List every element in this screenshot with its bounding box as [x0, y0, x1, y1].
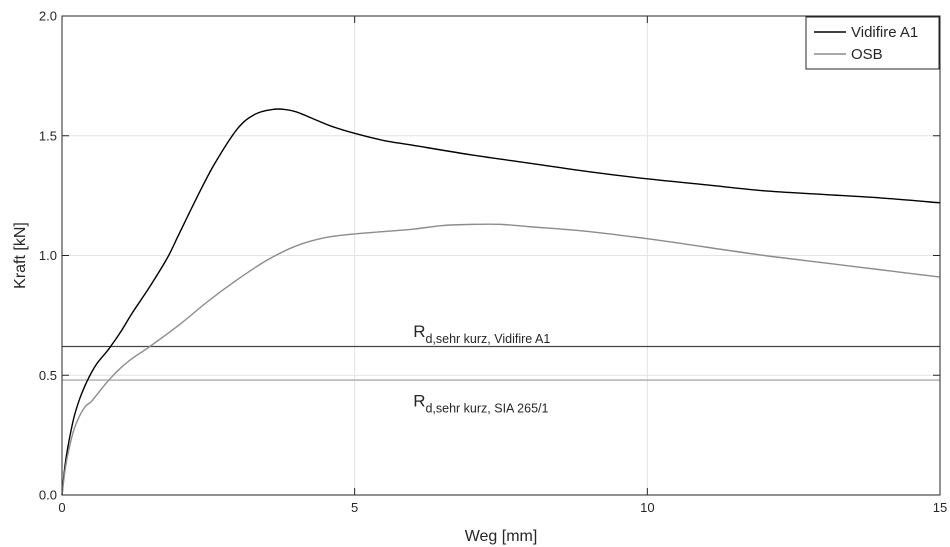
reference-label-1: Rd,sehr kurz, Vidifire A1 — [413, 322, 550, 346]
x-tick-label: 5 — [351, 500, 358, 515]
reference-label-subscript: d,sehr kurz, SIA 265/1 — [425, 401, 548, 415]
y-tick-label: 0.5 — [39, 368, 57, 383]
x-axis-label: Weg [mm] — [465, 528, 538, 545]
x-tick-label: 0 — [58, 500, 65, 515]
y-axis-ticks: 0.0 0.5 1.0 1.5 2.0 — [39, 9, 940, 503]
series-line-2 — [61, 223, 941, 496]
x-tick-label: 15 — [933, 500, 947, 515]
reference-label-main: R — [413, 322, 425, 341]
reference-label-2: Rd,sehr kurz, SIA 265/1 — [413, 391, 548, 415]
reference-label-subscript: d,sehr kurz, Vidifire A1 — [425, 332, 550, 346]
legend: Vidifire A1 OSB — [805, 16, 940, 70]
series-line-1 — [61, 108, 941, 496]
y-tick-label: 2.0 — [39, 9, 57, 24]
legend-label-2: OSB — [851, 46, 883, 63]
y-tick-label: 1.5 — [39, 128, 57, 143]
legend-box — [805, 16, 940, 70]
x-tick-label: 10 — [640, 500, 654, 515]
x-axis-ticks: 0 5 10 15 — [58, 16, 947, 515]
y-tick-label: 0.0 — [39, 488, 57, 503]
data-series — [61, 108, 941, 496]
y-tick-label: 1.0 — [39, 248, 57, 263]
y-axis-label: Kraft [kN] — [12, 222, 29, 289]
legend-label-1: Vidifire A1 — [851, 24, 918, 41]
reference-label-main: R — [413, 391, 425, 410]
